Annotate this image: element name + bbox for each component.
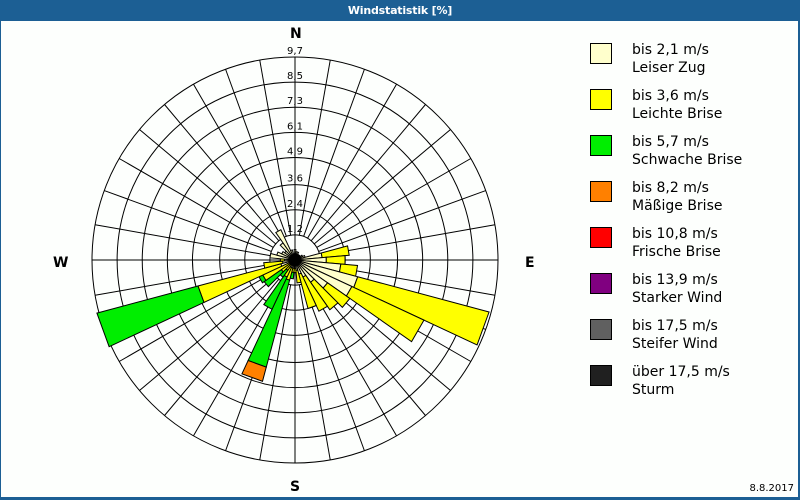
legend-name: Mäßige Brise [632, 198, 723, 214]
wind-sector-segment [275, 228, 296, 261]
window-title: Windstatistik [%] [0, 0, 800, 21]
legend-label: bis 17,5 m/s Steifer Wind [632, 317, 718, 353]
date-label: 8.8.2017 [749, 483, 794, 494]
legend-range: bis 3,6 m/s [632, 88, 709, 104]
wind-sector-segment [309, 278, 339, 311]
wind-sector-segment [241, 359, 267, 382]
grid-spoke [298, 59, 331, 236]
legend-swatch [590, 273, 612, 294]
legend-range: über 17,5 m/s [632, 364, 730, 380]
legend-swatch [590, 89, 612, 110]
legend-label: bis 5,7 m/s Schwache Brise [632, 133, 742, 169]
legend-range: bis 13,9 m/s [632, 272, 718, 288]
legend-name: Leichte Brise [632, 106, 723, 122]
grid-spoke [225, 69, 287, 237]
ring-label: 8,5 [287, 71, 303, 82]
chart-panel: 1,2 2,4 3,6 4,9 6,1 7,3 8,5 9,7 N E S W bis 2,1… [1, 21, 798, 497]
legend-range: bis 5,7 m/s [632, 134, 709, 150]
wind-sector-segment [353, 276, 490, 346]
center-hub [290, 255, 300, 265]
ring-label: 6,1 [287, 121, 303, 132]
wind-sector-segment [345, 285, 425, 343]
grid-spoke [193, 83, 283, 239]
legend-swatch [590, 43, 612, 64]
grid-spoke [313, 129, 451, 245]
legend-name: Sturm [632, 382, 675, 398]
ring-label: 9,7 [287, 46, 303, 57]
legend-label: über 17,5 m/s Sturm [632, 363, 730, 399]
grid-spoke [104, 190, 272, 252]
legend-label: bis 3,6 m/s Leichte Brise [632, 87, 722, 123]
grid-spoke [319, 224, 496, 257]
grid-spoke [164, 104, 280, 242]
grid-spoke [259, 284, 292, 461]
legend-label: bis 8,2 m/s Mäßige Brise [632, 179, 722, 215]
wind-sector-segment [298, 272, 317, 310]
ring-label: 4,9 [287, 146, 303, 157]
legend-range: bis 2,1 m/s [632, 42, 709, 58]
legend-range: bis 10,8 m/s [632, 226, 718, 242]
grid-spoke [164, 278, 280, 416]
ring-label: 1,2 [287, 224, 303, 235]
compass-south: S [290, 479, 301, 495]
ring-label: 3,6 [287, 174, 303, 185]
grid-spoke [94, 224, 271, 257]
wind-sector-segment [322, 282, 351, 309]
grid-spoke [303, 69, 365, 237]
grid-spoke [94, 263, 271, 296]
grid-spoke [307, 83, 397, 239]
legend-swatch [590, 227, 612, 248]
legend-label: bis 13,9 m/s Starker Wind [632, 271, 722, 307]
legend-name: Schwache Brise [632, 152, 743, 168]
grid-spoke [193, 281, 283, 437]
legend-name: Starker Wind [632, 290, 723, 306]
grid-spoke [118, 158, 274, 248]
legend-swatch [590, 319, 612, 340]
grid-spoke [310, 104, 426, 242]
legend-range: bis 8,2 m/s [632, 180, 709, 196]
wind-sector-segment [263, 260, 284, 269]
wind-sector-segment [302, 274, 329, 312]
grid-spoke [298, 284, 331, 461]
legend-label: bis 10,8 m/s Frische Brise [632, 225, 721, 261]
compass-east: E [525, 255, 535, 271]
ring-label: 2,4 [287, 199, 303, 210]
grid-spoke [139, 129, 277, 245]
grid-spoke [118, 272, 274, 362]
grid-spoke [318, 190, 486, 252]
legend-name: Steifer Wind [632, 336, 718, 352]
compass-north: N [290, 26, 302, 42]
grid-spoke [259, 59, 292, 236]
wind-rose-chart: 1,2 2,4 3,6 4,9 6,1 7,3 8,5 9,7 [91, 46, 499, 464]
grid-spoke [139, 275, 277, 391]
wind-sector-segment [295, 269, 302, 284]
legend-swatch [590, 181, 612, 202]
legend-label: bis 2,1 m/s Leiser Zug [632, 41, 709, 77]
ring-label: 7,3 [287, 96, 303, 107]
grid-spoke [316, 158, 472, 248]
legend-name: Leiser Zug [632, 60, 706, 76]
legend-swatch [590, 135, 612, 156]
legend-swatch [590, 365, 612, 386]
wind-sector-segment [320, 245, 350, 259]
legend-range: bis 17,5 m/s [632, 318, 718, 334]
wind-sector-segment [263, 274, 288, 311]
legend-name: Frische Brise [632, 244, 721, 260]
compass-west: W [53, 255, 69, 271]
wind-sector-segment [96, 285, 205, 348]
grid-spoke [303, 283, 365, 451]
